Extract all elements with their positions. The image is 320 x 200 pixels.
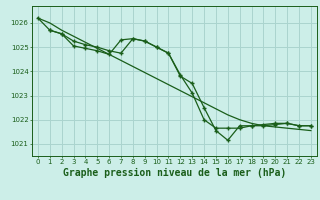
X-axis label: Graphe pression niveau de la mer (hPa): Graphe pression niveau de la mer (hPa) — [63, 168, 286, 178]
